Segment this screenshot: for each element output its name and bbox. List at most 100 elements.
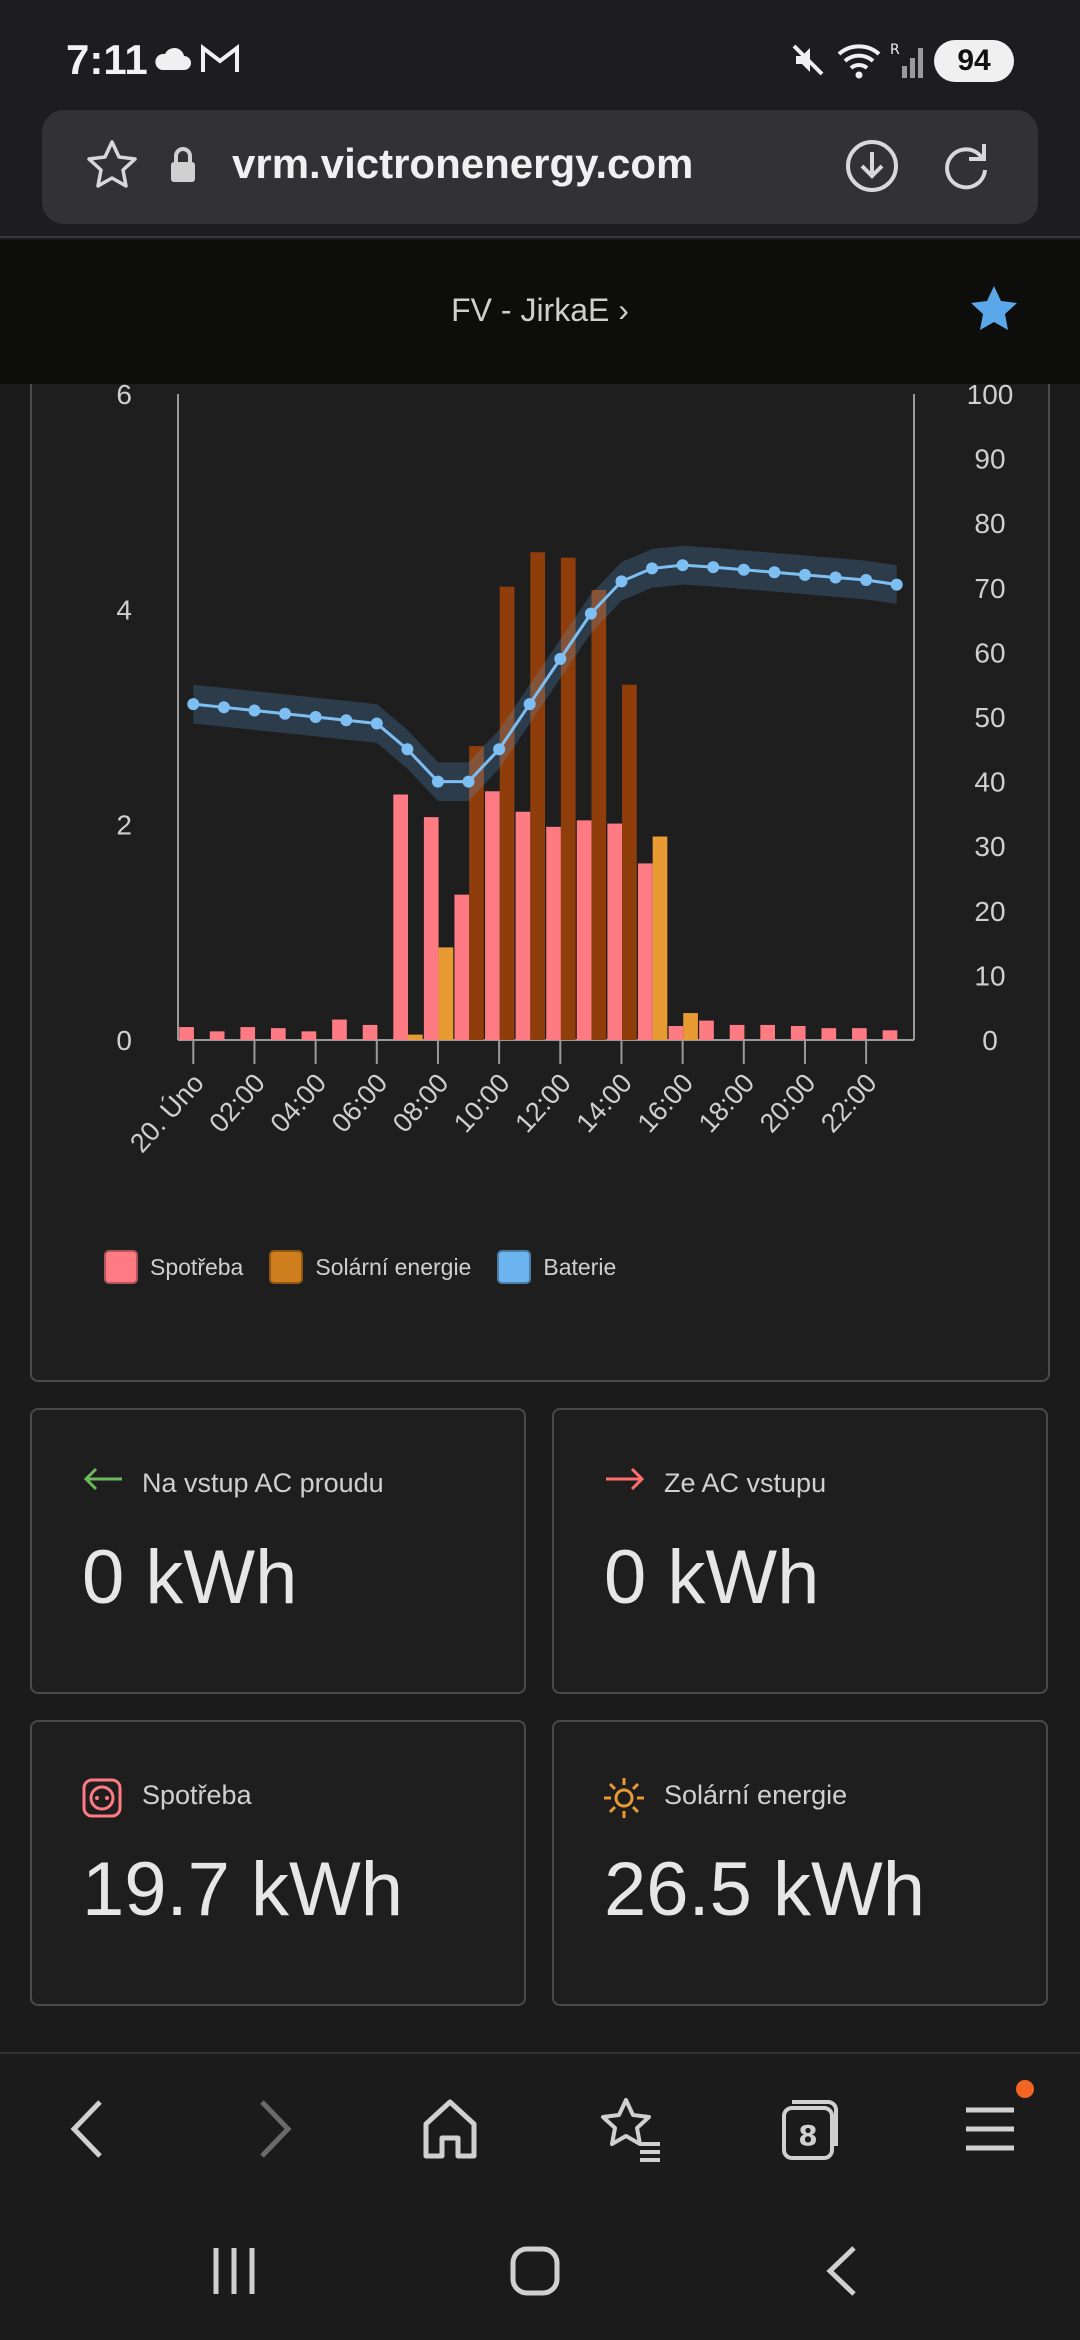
stat-card-consumption[interactable]: Spotřeba 19.7 kWh [30,1720,526,2006]
bar-consumption [454,894,470,1040]
reload-icon[interactable] [936,136,996,196]
energy-chart-card: 0 2 4 6 0 10 20 30 40 50 60 70 80 90 100 20. Úno 02:00 04… [30,384,1050,1382]
menu-icon[interactable] [962,2094,1018,2164]
signal-icon: R [890,42,923,78]
legend-label: Solární energie [315,1253,472,1280]
stat-value: 26.5 kWh [604,1847,926,1932]
bar-consumption [729,1024,745,1040]
battery-point [431,775,444,788]
bar-consumption [179,1027,194,1040]
bar-consumption [607,823,623,1040]
browser-toolbar: vrm.victronenergy.com [0,110,1080,238]
arrow-right-icon [606,1467,645,1491]
y-tick-label-right: 70 [974,573,1005,604]
browser-bottom-nav: 8 [0,2052,1080,2202]
x-tick-label: 16:00 [632,1068,700,1138]
bar-consumption [485,791,500,1040]
x-tick-label: 22:00 [815,1068,883,1138]
battery-point [798,568,811,581]
battery-point [279,707,292,720]
bar-solar [652,836,668,1040]
tabs-icon[interactable]: 8 [778,2094,842,2164]
back-icon[interactable] [64,2094,114,2164]
y-tick-label-left: 2 [116,810,132,841]
x-tick-label: 18:00 [693,1068,761,1138]
battery-point [493,743,506,756]
wifi-icon [837,44,881,79]
bar-consumption [790,1026,806,1040]
bookmarks-icon[interactable] [596,2094,666,2164]
favorite-star-icon[interactable] [966,282,1022,338]
battery-point [248,704,261,717]
bar-solar [683,1013,698,1040]
forward-icon[interactable] [248,2094,298,2164]
x-tick-label: 04:00 [265,1068,333,1138]
bar-consumption [332,1019,347,1040]
legend-item-battery[interactable]: Baterie [497,1250,616,1284]
bar-solar [499,586,515,1040]
bar-consumption [668,1026,684,1040]
bar-consumption [576,820,592,1040]
bookmark-star-icon[interactable] [82,136,142,196]
stat-value: 19.7 kWh [82,1847,404,1932]
bar-solar [407,1034,423,1040]
notification-dot [1016,2080,1034,2098]
bar-consumption [882,1030,898,1040]
battery-range-band [193,545,897,801]
legend-label: Spotřeba [150,1253,244,1280]
battery-point [584,607,597,620]
outlet-icon [82,1778,122,1818]
site-header: FV - JirkaE › [0,240,1080,384]
x-tick-label: 06:00 [326,1068,394,1138]
system-nav-bar [0,2202,1080,2340]
battery-point [615,575,628,588]
bar-consumption [270,1028,286,1040]
stat-card-solar[interactable]: Solární energie 26.5 kWh [552,1720,1048,2006]
bar-solar [469,746,484,1040]
download-icon[interactable] [842,136,902,196]
battery-point [370,717,383,730]
battery-point [187,698,200,711]
url-text[interactable]: vrm.victronenergy.com [232,140,694,187]
y-tick-label-right: 100 [967,384,1014,410]
stat-card-from-ac-input[interactable]: Ze AC vstupu 0 kWh [552,1408,1048,1694]
battery-point [523,698,536,711]
x-tick-label: 12:00 [509,1068,577,1138]
y-tick-label-right: 20 [974,896,1005,927]
battery-point [829,571,842,584]
battery-point [737,563,750,576]
y-tick-label-right: 80 [974,508,1005,539]
stat-value: 0 kWh [604,1535,820,1620]
x-tick-label: 20. Úno [123,1067,209,1158]
bar-consumption [423,817,439,1040]
legend-item-solar[interactable]: Solární energie [269,1250,471,1284]
stat-label: Ze AC vstupu [664,1468,827,1498]
battery-point [340,714,353,727]
status-bar: 7:11 R 94 [0,0,1080,110]
recents-icon[interactable] [210,2246,260,2296]
bar-solar [622,684,637,1040]
y-tick-label-right: 90 [974,444,1005,475]
battery-point [676,559,689,572]
bar-consumption [362,1024,378,1040]
stat-label: Spotřeba [142,1780,252,1810]
bar-consumption [301,1031,317,1040]
home-button-icon[interactable] [510,2246,560,2296]
stat-card-to-ac-input[interactable]: Na vstup AC proudu 0 kWh [30,1408,526,1694]
cloud-icon [155,47,191,70]
bar-consumption [546,826,561,1040]
y-tick-label-right: 40 [974,767,1005,798]
y-tick-label-right: 10 [974,960,1005,991]
bar-consumption [209,1031,225,1040]
y-tick-label-left: 4 [116,594,132,625]
installation-title[interactable]: FV - JirkaE › [451,292,629,328]
system-back-icon[interactable] [818,2246,868,2296]
mute-icon [792,44,824,76]
home-icon[interactable] [418,2094,482,2164]
bar-consumption [699,1020,714,1040]
legend-item-consumption[interactable]: Spotřeba [104,1250,243,1284]
battery-point [890,578,903,591]
battery-point [309,711,322,723]
address-bar[interactable]: vrm.victronenergy.com [42,110,1038,224]
battery-indicator: 94 [934,40,1014,82]
